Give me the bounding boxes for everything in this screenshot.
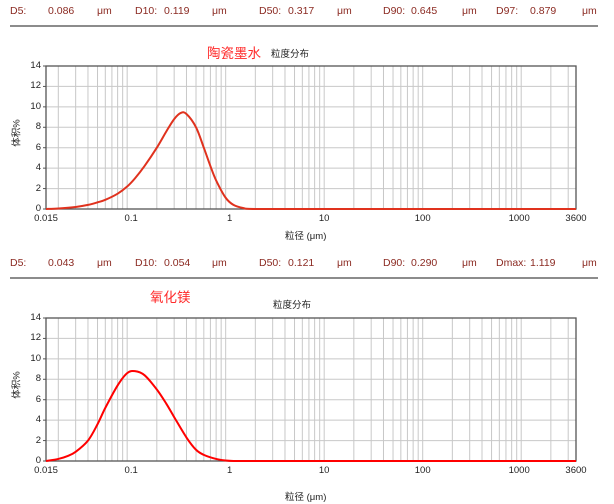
divider: [10, 25, 598, 27]
stat-label: D10:: [135, 257, 158, 269]
stat-label: D50:: [259, 5, 282, 17]
x-tick-label: 1000: [508, 213, 530, 224]
stat-label: D5:: [10, 257, 27, 269]
stat-unit: μm: [97, 257, 112, 269]
x-tick-label: 0.015: [34, 465, 58, 476]
stat-value: 0.645: [411, 5, 438, 17]
stat-unit: μm: [212, 5, 227, 17]
stat-value: 1.119: [530, 257, 556, 269]
stats-bar-2: D5: 0.043 μm D10: 0.054 μm D50: 0.121 μm…: [0, 252, 614, 274]
stat-unit: μm: [212, 257, 227, 269]
stat-value: 0.290: [411, 257, 438, 269]
y-tick-label: 4: [35, 414, 41, 426]
y-tick-label: 12: [30, 80, 41, 92]
y-tick-label: 10: [30, 352, 41, 364]
stat-label: D5:: [10, 5, 27, 17]
stats-bar-1: D5: 0.086 μm D10: 0.119 μm D50: 0.317 μm…: [0, 0, 614, 22]
stat-label: Dmax:: [496, 257, 527, 269]
x-axis-label-1: 粒径 (μm): [285, 231, 327, 242]
stat-value: 0.317: [288, 5, 315, 17]
x-tick-label: 100: [414, 465, 431, 476]
y-tick-label: 6: [35, 393, 41, 405]
x-tick-label: 100: [414, 213, 431, 224]
stat-value: 0.119: [164, 5, 190, 17]
x-tick-label: 10: [318, 213, 330, 224]
divider: [10, 277, 598, 279]
stat-value: 0.086: [48, 5, 75, 17]
chart-title-2: 粒度分布: [273, 300, 312, 311]
x-tick-label: 0.1: [124, 465, 138, 476]
x-tick-label: 0.1: [124, 213, 138, 224]
stat-unit: μm: [462, 257, 477, 269]
plot-frame: [45, 317, 577, 462]
x-tick-label: 0.015: [34, 213, 58, 224]
stat-unit: μm: [462, 5, 477, 17]
y-tick-label: 2: [35, 182, 41, 194]
y-tick-label: 2: [35, 434, 41, 446]
sample-title-1: 陶瓷墨水: [207, 46, 261, 61]
stat-unit: μm: [337, 257, 352, 269]
stat-label: D50:: [259, 257, 282, 269]
x-tick-label: 1000: [508, 465, 530, 476]
y-tick-label: 12: [30, 332, 41, 344]
x-tick-label: 1: [227, 213, 233, 224]
stat-unit: μm: [97, 5, 112, 17]
y-tick-label: 10: [30, 100, 41, 112]
x-tick-label: 3600: [565, 465, 587, 476]
distribution-curve: [45, 111, 576, 211]
stat-value: 0.879: [530, 5, 557, 17]
y-tick-label: 0: [35, 203, 41, 214]
y-tick-label: 14: [30, 312, 41, 323]
stat-unit: μm: [337, 5, 352, 17]
y-tick-label: 8: [35, 121, 41, 133]
psd-chart-1: [43, 65, 577, 211]
sample-title-2: 氧化镁: [150, 290, 191, 305]
x-axis-label-2: 粒径 (μm): [285, 492, 327, 503]
stat-value: 0.054: [164, 257, 191, 269]
x-tick-label: 1: [227, 465, 233, 476]
stat-label: D90:: [383, 257, 406, 269]
distribution-curve: [45, 369, 576, 463]
chart-title-1: 粒度分布: [271, 49, 310, 60]
y-tick-label: 6: [35, 141, 41, 153]
y-tick-label: 8: [35, 373, 41, 385]
y-tick-label: 14: [30, 60, 41, 71]
stat-value: 0.121: [288, 257, 315, 269]
y-tick-label: 4: [35, 162, 41, 174]
stat-label: D90:: [383, 5, 406, 17]
stat-label: D97:: [496, 5, 519, 17]
stat-unit: μm: [582, 5, 597, 17]
stat-value: 0.043: [48, 257, 75, 269]
psd-chart-2: [43, 317, 577, 463]
y-tick-label: 0: [35, 455, 41, 466]
stat-unit: μm: [582, 257, 597, 269]
x-tick-label: 3600: [565, 213, 587, 224]
x-tick-label: 10: [318, 465, 330, 476]
stat-label: D10:: [135, 5, 158, 17]
